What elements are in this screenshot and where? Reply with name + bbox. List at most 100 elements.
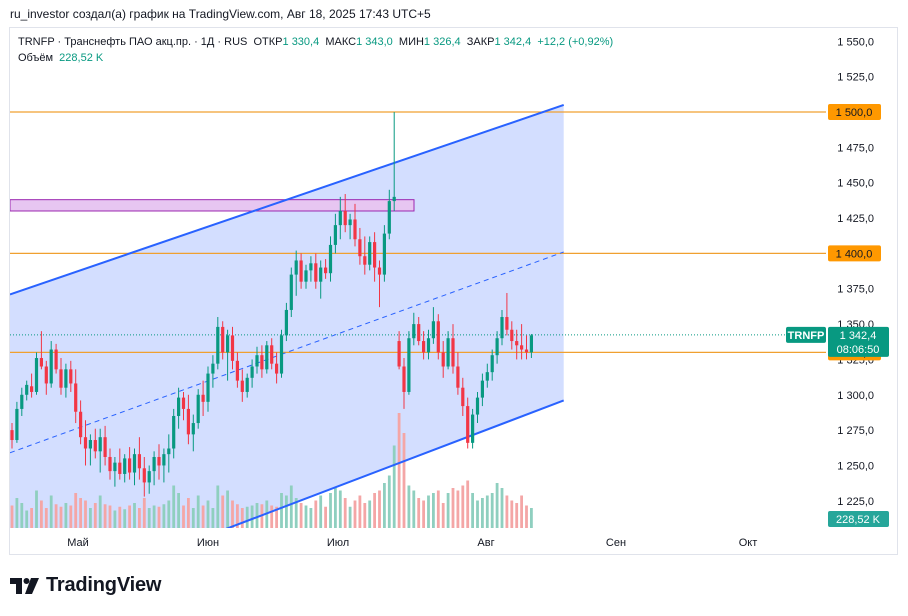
- chart-legend: TRNFP · Транснефть ПАО акц.пр. · 1Д · RU…: [18, 34, 613, 66]
- volume-bar: [103, 504, 107, 528]
- volume-bar: [294, 498, 298, 528]
- candle-body: [289, 274, 293, 310]
- candle-body: [377, 267, 382, 275]
- candle-body: [279, 335, 284, 374]
- volume-bar: [471, 493, 474, 528]
- candle-body: [118, 462, 122, 474]
- candle-body: [475, 397, 480, 415]
- candle-body: [461, 387, 465, 407]
- volume-bar: [270, 505, 274, 528]
- candle-body: [471, 414, 475, 443]
- time-axis: Май Июн Июл Авг Сен Окт: [67, 537, 757, 549]
- candle-body: [338, 210, 342, 226]
- volume-bar: [226, 490, 229, 528]
- candle-body: [221, 326, 225, 353]
- volume-bar: [422, 500, 425, 528]
- candle-body: [250, 366, 254, 378]
- candle-body: [59, 369, 63, 388]
- volume-bar: [216, 485, 220, 528]
- volume-bar: [387, 475, 391, 528]
- legend-volume-row: Объём 228,52 K: [18, 50, 613, 66]
- candle-body: [206, 373, 210, 402]
- price-tick-label: 1 375,0: [837, 284, 874, 296]
- candle-body: [270, 345, 274, 364]
- candle-body: [397, 341, 401, 367]
- volume-bar: [79, 498, 82, 528]
- time-tick-label: Сен: [606, 537, 626, 549]
- volume-bar: [172, 485, 176, 528]
- volume-bar: [167, 500, 171, 528]
- price-tick-label: 1 425,0: [837, 213, 874, 225]
- candle-body: [186, 408, 190, 435]
- candle-body: [10, 430, 14, 441]
- legend-change: +12,2 (+0,92%): [537, 36, 614, 48]
- volume-bar: [250, 505, 254, 528]
- volume-bar: [412, 490, 416, 528]
- candle-body: [216, 326, 220, 364]
- candle-body: [387, 201, 391, 234]
- candle-body: [353, 219, 357, 240]
- level-tag-label: 1 500,0: [836, 107, 873, 119]
- volume-bar: [417, 498, 421, 528]
- volume-bar: [123, 509, 127, 528]
- volume-bar: [162, 504, 166, 528]
- candle-body: [407, 338, 411, 392]
- chart-frame[interactable]: [9, 27, 898, 555]
- legend-volume-value: 228,52 K: [59, 52, 104, 64]
- volume-bar: [476, 500, 479, 528]
- candle-body: [235, 360, 239, 381]
- candle-body: [520, 345, 524, 350]
- price-tick-label: 1 225,0: [837, 496, 874, 508]
- candle-body: [162, 454, 166, 466]
- volume-bar: [334, 488, 337, 528]
- volume-bar: [147, 508, 151, 528]
- price-tick-label: 1 450,0: [837, 178, 874, 190]
- channel-fill-layer: [10, 104, 564, 528]
- price-tick-label: 1 250,0: [837, 460, 874, 472]
- candle-body: [422, 341, 426, 353]
- volume-bar: [314, 500, 318, 528]
- volume-bar: [353, 500, 357, 528]
- price-tag-countdown: 08:06:50: [837, 344, 880, 356]
- volume-bar: [98, 495, 102, 528]
- resistance-zone: [10, 199, 415, 212]
- volume-bar: [481, 498, 484, 528]
- legend-volume-label[interactable]: Объём: [18, 52, 54, 64]
- candle-body: [441, 352, 445, 367]
- candle-body: [417, 324, 421, 342]
- candles-layer: [10, 112, 533, 497]
- tradingview-logo[interactable]: TradingView: [10, 574, 161, 597]
- candle-body: [113, 462, 117, 472]
- candle-body: [402, 366, 406, 392]
- candle-body: [275, 363, 279, 374]
- legend-symbol-title[interactable]: TRNFP · Транснефть ПАО акц.пр. · 1Д · RU…: [18, 36, 248, 48]
- candle-body: [226, 335, 230, 353]
- candle-body: [15, 408, 19, 441]
- candle-body: [123, 458, 127, 474]
- candle-body: [392, 196, 396, 202]
- candle-body: [328, 244, 333, 274]
- volume-bar: [299, 503, 303, 528]
- candle-body: [128, 458, 132, 473]
- volume-bar: [177, 493, 180, 528]
- volume-bar: [338, 490, 342, 528]
- volume-bar: [54, 504, 58, 528]
- volume-bar: [309, 508, 313, 528]
- tradingview-logo-icon: [10, 577, 39, 594]
- candle-body: [64, 369, 68, 388]
- candle-body: [456, 366, 460, 388]
- symbol-tag-label: TRNFP: [788, 330, 825, 342]
- candle-body: [25, 384, 29, 395]
- candle-body: [485, 372, 489, 381]
- price-tag-value: 1 342,4: [840, 330, 877, 342]
- volume-bar: [84, 500, 87, 528]
- candle-body: [245, 377, 249, 392]
- candle-body: [314, 263, 318, 282]
- volume-bar: [30, 508, 33, 528]
- volume-bar: [40, 500, 43, 528]
- volume-bar: [15, 498, 19, 528]
- volume-bar: [510, 500, 514, 528]
- symbol-tag: [786, 326, 826, 343]
- volume-bar: [368, 500, 372, 528]
